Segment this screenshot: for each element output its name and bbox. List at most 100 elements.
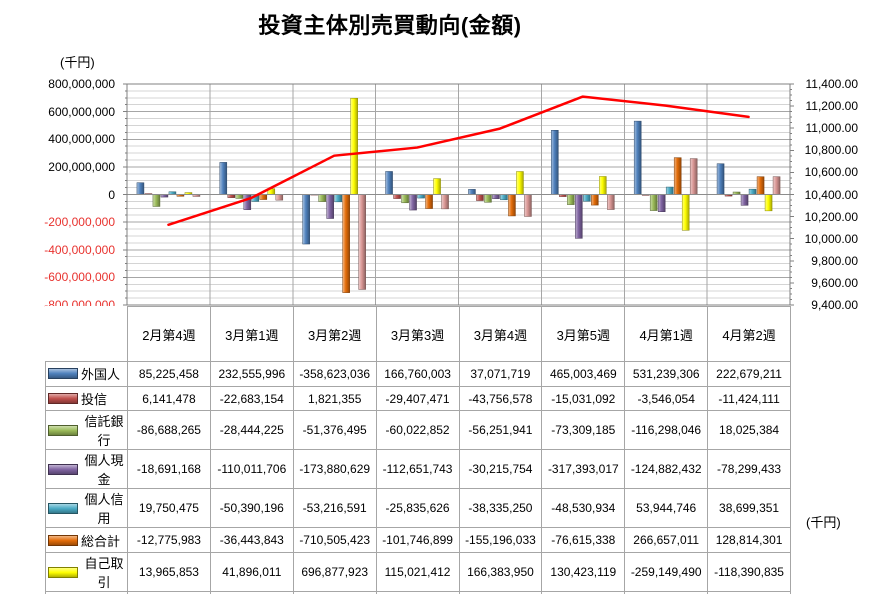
value-cell: -3,546,054 bbox=[624, 385, 709, 412]
value-cell: 53,944,746 bbox=[624, 488, 709, 529]
left-axis-tick-label: 0 bbox=[108, 187, 115, 202]
value-cell: -29,407,471 bbox=[375, 385, 460, 412]
value-cell: -116,298,046 bbox=[624, 410, 709, 451]
bar-信託銀行-2 bbox=[318, 194, 326, 202]
value-cell: -76,615,338 bbox=[541, 527, 626, 554]
bar-委託取引-4 bbox=[524, 194, 532, 217]
value-cell: -108,931,433 bbox=[541, 591, 626, 594]
bar-投信-4 bbox=[476, 194, 484, 201]
bar-外国人-0 bbox=[136, 182, 145, 195]
value-cell: -173,880,629 bbox=[292, 449, 377, 490]
value-cell: 37,071,719 bbox=[458, 361, 543, 387]
value-cell: 266,657,011 bbox=[624, 527, 709, 554]
value-cell: 696,877,923 bbox=[292, 552, 377, 593]
bar-個人信用-2 bbox=[334, 194, 342, 203]
series-legend: 自己取引 bbox=[45, 552, 128, 593]
right-axis-tick-label: 9,800.00 bbox=[811, 253, 858, 268]
bar-総合計-4 bbox=[508, 194, 516, 217]
value-cell: -124,882,432 bbox=[624, 449, 709, 490]
value-cell: -12,775,983 bbox=[127, 527, 211, 554]
value-cell: -112,651,743 bbox=[375, 449, 460, 490]
bar-自己取引-2 bbox=[350, 97, 358, 195]
value-cell: -36,443,843 bbox=[209, 527, 294, 554]
left-axis-tick-label: 800,000,000 bbox=[48, 77, 115, 91]
category-header: 3月第3週 bbox=[375, 306, 460, 362]
table-row: 個人信用 19,750,475 -50,390,196 -53,216,591 -25,… bbox=[45, 488, 791, 529]
value-cell: -48,530,934 bbox=[541, 488, 626, 529]
table-row: 外国人 85,225,458 232,555,996 -358,623,036 166,… bbox=[45, 361, 791, 387]
series-legend: 委託取引 bbox=[45, 591, 128, 594]
series-legend: 外国人 bbox=[45, 361, 128, 387]
value-cell: 41,896,011 bbox=[209, 552, 294, 593]
bar-個人信用-5 bbox=[583, 194, 591, 202]
value-cell: -43,756,578 bbox=[458, 385, 543, 412]
right-axis-unit-label: (千円) bbox=[806, 515, 841, 530]
bar-総合計-5 bbox=[591, 194, 599, 206]
bar-外国人-1 bbox=[219, 162, 228, 195]
right-axis-tick-label: 10,800.00 bbox=[804, 143, 858, 158]
value-cell: 128,814,301 bbox=[707, 527, 791, 554]
series-name: 個人信用 bbox=[84, 492, 124, 527]
series-legend: 総合計 bbox=[45, 527, 128, 554]
value-cell: -317,393,017 bbox=[541, 449, 626, 490]
table-corner-blank bbox=[45, 306, 128, 362]
value-cell: -86,688,265 bbox=[127, 410, 211, 451]
category-header: 3月第4週 bbox=[458, 306, 543, 362]
bar-個人信用-4 bbox=[500, 194, 508, 201]
category-header: 4月第1週 bbox=[624, 306, 709, 362]
bar-信託銀行-4 bbox=[484, 194, 492, 203]
legend-bar-swatch-icon bbox=[48, 463, 78, 475]
bar-委託取引-2 bbox=[358, 194, 366, 290]
series-name: 信託銀行 bbox=[84, 414, 124, 449]
bar-投信-3 bbox=[393, 194, 401, 199]
value-cell: -73,309,185 bbox=[541, 410, 626, 451]
bar-個人現金-6 bbox=[657, 194, 666, 212]
left-axis-tick-label: 400,000,000 bbox=[48, 132, 115, 147]
value-cell: 18,025,384 bbox=[707, 410, 791, 451]
bar-外国人-5 bbox=[551, 130, 559, 195]
bar-信託銀行-1 bbox=[235, 194, 244, 199]
legend-bar-swatch-icon bbox=[48, 534, 78, 546]
category-header: 4月第2週 bbox=[707, 306, 791, 362]
bar-委託取引-3 bbox=[441, 194, 449, 210]
value-cell: 232,555,996 bbox=[209, 361, 294, 387]
legend-inner: 自己取引 bbox=[47, 554, 127, 591]
value-cell: 465,003,469 bbox=[541, 361, 626, 387]
value-cell: 259,946,084 bbox=[624, 591, 709, 594]
value-cell: 222,679,211 bbox=[707, 361, 791, 387]
series-legend: 投信 bbox=[45, 385, 128, 412]
value-cell: 6,141,478 bbox=[127, 385, 211, 412]
value-cell: -25,835,626 bbox=[375, 488, 460, 529]
table-row: 総合計 -12,775,983 -36,443,843 -710,505,423 -10… bbox=[45, 527, 791, 554]
bar-個人現金-3 bbox=[409, 194, 417, 211]
series-legend: 個人現金 bbox=[45, 449, 128, 490]
value-cell: 130,423,119 bbox=[541, 552, 626, 593]
bar-個人現金-7 bbox=[740, 194, 749, 206]
value-cell: -710,505,423 bbox=[292, 527, 377, 554]
table-row: 信託銀行 -86,688,265 -28,444,225 -51,376,495 -60… bbox=[45, 410, 791, 451]
left-axis-tick-label: -600,000,000 bbox=[44, 270, 115, 285]
bar-総合計-7 bbox=[756, 176, 765, 195]
series-legend: 信託銀行 bbox=[45, 410, 128, 451]
value-cell: -159,127,532 bbox=[458, 591, 543, 594]
value-cell: -15,031,092 bbox=[541, 385, 626, 412]
legend-bar-swatch-icon bbox=[48, 393, 78, 405]
bar-総合計-1 bbox=[259, 194, 268, 200]
category-header: 3月第2週 bbox=[292, 306, 377, 362]
bar-外国人-7 bbox=[716, 163, 725, 195]
legend-inner: 外国人 bbox=[47, 364, 127, 383]
value-cell: 166,760,003 bbox=[375, 361, 460, 387]
value-cell: -56,251,941 bbox=[458, 410, 543, 451]
right-axis-tick-label: 11,200.00 bbox=[805, 99, 859, 114]
legend-inner: 投信 bbox=[47, 389, 127, 408]
legend-bar-swatch-icon bbox=[48, 566, 78, 578]
value-cell: -11,424,111 bbox=[707, 385, 791, 412]
value-cell: -18,691,168 bbox=[127, 449, 211, 490]
right-axis-tick-label: 11,400.00 bbox=[805, 77, 859, 91]
value-cell: -51,376,495 bbox=[292, 410, 377, 451]
value-cell: -53,216,591 bbox=[292, 488, 377, 529]
bar-信託銀行-0 bbox=[152, 194, 161, 207]
bar-総合計-2 bbox=[342, 194, 350, 293]
series-legend: 個人信用 bbox=[45, 488, 128, 529]
